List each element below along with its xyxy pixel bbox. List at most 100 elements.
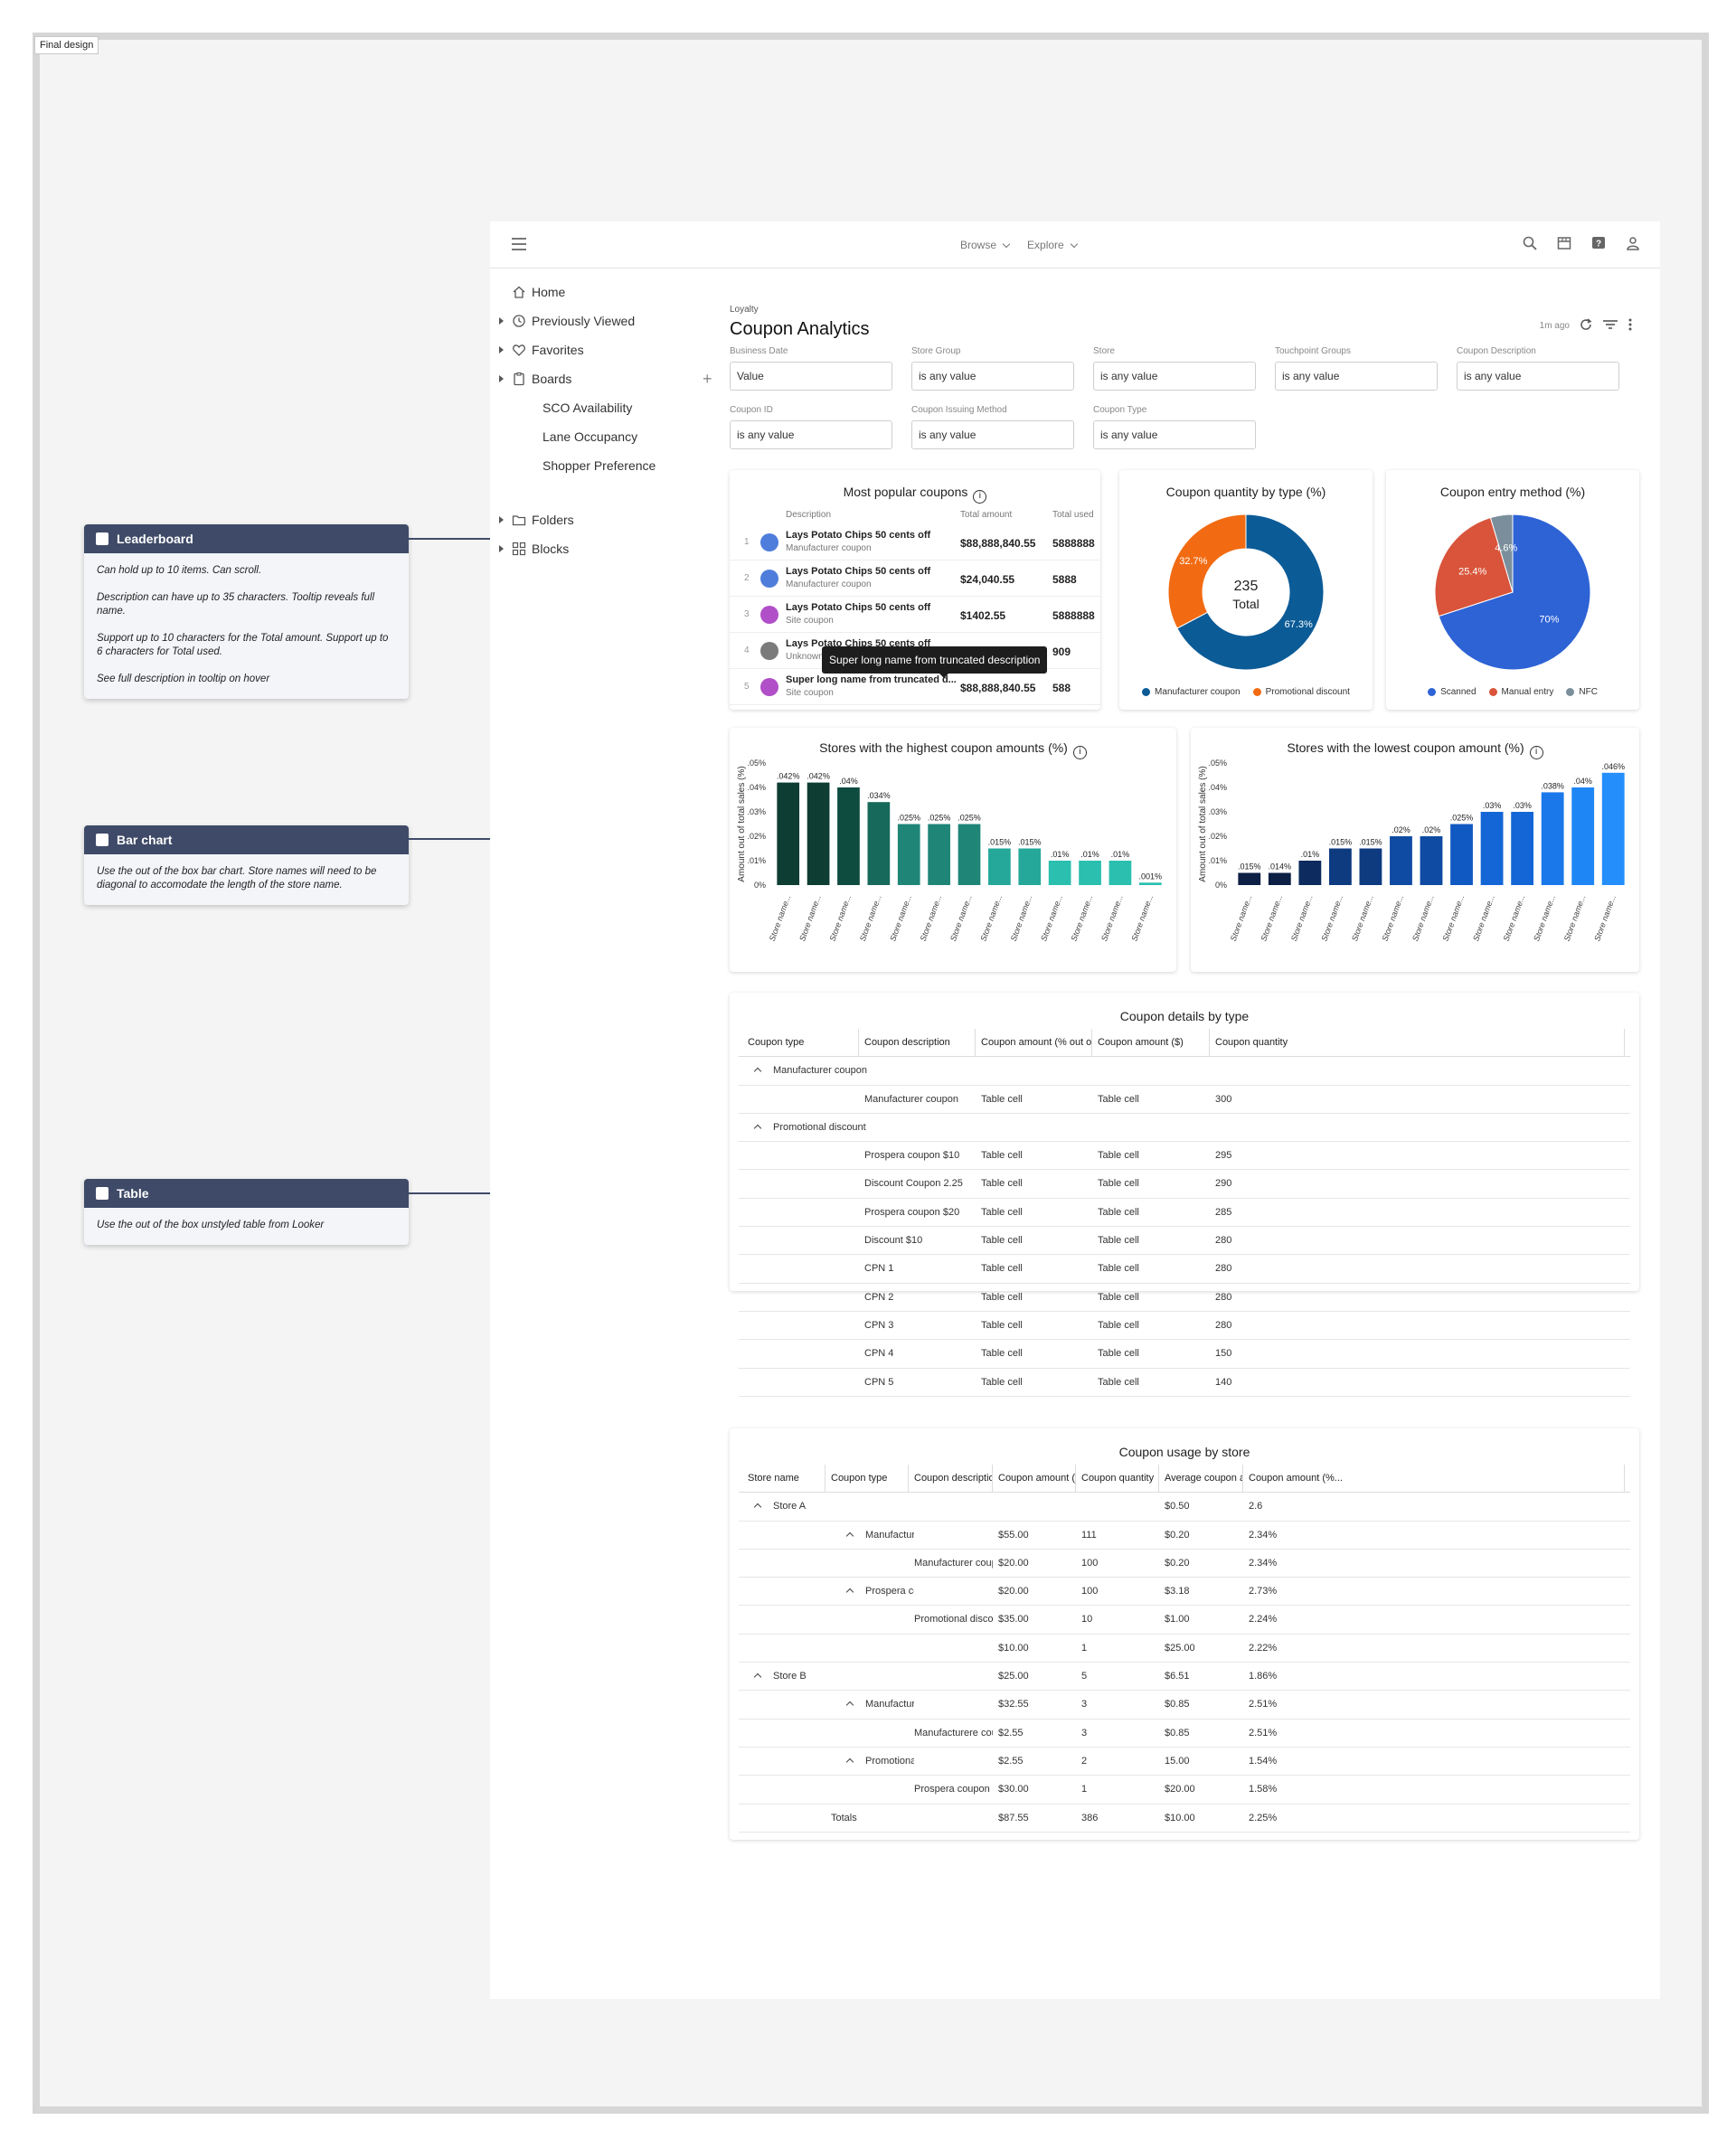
column-header[interactable]: Coupon amount ($) [998,1465,1076,1493]
chevron-up-icon[interactable] [845,1701,854,1710]
bar[interactable] [1079,861,1101,885]
search-icon[interactable] [1521,234,1539,252]
bar[interactable] [1511,812,1534,885]
pie-slice-scanned[interactable] [1438,514,1591,671]
leaderboard-row[interactable]: 2 Lays Potato Chips 50 cents off Manufactu… [730,561,1100,597]
help-icon[interactable]: ? [1590,234,1608,252]
bar[interactable] [837,787,860,885]
legend-item[interactable]: Manual entry [1488,687,1553,697]
info-icon[interactable]: i [1072,746,1087,759]
bar[interactable] [1328,848,1352,886]
bar[interactable] [1390,836,1412,885]
group-toggle[interactable]: Manufacturer coupon [831,1691,914,1718]
pie-slice-manufacturer-coupon[interactable] [1176,514,1325,671]
user-icon[interactable] [1624,234,1642,252]
group-toggle[interactable]: Manufacturer coupon [739,1057,867,1084]
leaderboard-row[interactable]: 5 Super long name from truncated d... Site… [730,669,1100,705]
chevron-up-icon[interactable] [753,1673,762,1682]
info-icon[interactable]: i [973,490,987,504]
bar[interactable] [1601,772,1625,885]
pie-slice-nfc[interactable] [1489,514,1514,593]
chevron-up-icon[interactable] [845,1531,854,1540]
bar[interactable] [1138,882,1162,885]
filter-input[interactable]: is any value [1457,362,1619,391]
bar[interactable] [867,802,891,885]
chevron-up-icon[interactable] [753,1124,762,1133]
bar[interactable] [1109,861,1132,885]
column-header[interactable]: Average coupon a... [1165,1465,1243,1493]
leaderboard-row[interactable]: 1 Lays Potato Chips 50 cents off Manufactu… [730,524,1100,561]
column-header[interactable]: Coupon amount ($) [1098,1029,1210,1057]
legend-item[interactable]: Scanned [1428,687,1477,697]
store-icon[interactable] [1555,234,1573,252]
group-toggle[interactable]: Promotional discount [739,1114,866,1141]
sidebar-item-sco-availability[interactable]: SCO Availability [490,393,725,422]
column-header[interactable]: Coupon amount (%... [1249,1465,1625,1493]
column-header[interactable]: Coupon quantity [1081,1465,1159,1493]
add-board-icon[interactable]: + [703,369,712,388]
bar[interactable] [1541,792,1564,885]
column-header[interactable]: Coupon description [914,1465,993,1493]
bar[interactable] [928,824,950,886]
filter-icon[interactable] [1602,317,1618,335]
bar[interactable] [1359,848,1382,886]
legend-item[interactable]: Manufacturer coupon [1142,687,1241,697]
filter-input[interactable]: is any value [730,420,892,449]
bar[interactable] [1048,861,1071,885]
column-header[interactable]: Coupon amount (% out of all s... [981,1029,1092,1057]
column-header[interactable]: Coupon type [831,1465,909,1493]
chevron-up-icon[interactable] [753,1068,762,1076]
bar[interactable] [897,824,920,886]
sidebar-item-lane-occupancy[interactable]: Lane Occupancy [490,422,725,451]
bar[interactable] [777,782,800,885]
sidebar-item-blocks[interactable]: Blocks [490,534,725,563]
column-header[interactable]: Coupon quantity [1215,1029,1625,1057]
explore-menu[interactable]: Explore [1027,239,1078,251]
caret-right-icon[interactable] [499,317,504,325]
coupon-name[interactable]: Super long name from truncated d... [786,674,957,685]
coupon-name[interactable]: Lays Potato Chips 50 cents off [786,602,931,613]
more-options-icon[interactable] [1628,317,1633,335]
filter-input[interactable]: is any value [1093,420,1256,449]
sidebar-item-favorites[interactable]: Favorites [490,335,725,364]
group-toggle[interactable]: Prospera coupon [831,1578,914,1605]
filter-input[interactable]: Value [730,362,892,391]
caret-right-icon[interactable] [499,346,504,353]
bar[interactable] [988,848,1011,886]
group-toggle[interactable]: Promotional discount [831,1748,914,1775]
group-toggle[interactable]: Manufacturer coupon [831,1522,914,1549]
pie-slice-manual-entry[interactable] [1434,516,1514,617]
filter-input[interactable]: is any value [911,362,1074,391]
filter-input[interactable]: is any value [911,420,1074,449]
column-header[interactable]: Store name [748,1465,826,1493]
chevron-up-icon[interactable] [753,1503,762,1512]
bar[interactable] [958,824,981,886]
column-header[interactable]: Coupon type [748,1029,859,1057]
legend-item[interactable]: NFC [1566,687,1598,697]
caret-right-icon[interactable] [499,375,504,382]
browse-menu[interactable]: Browse [960,239,1011,251]
caret-right-icon[interactable] [499,516,504,523]
legend-item[interactable]: Promotional discount [1252,687,1350,697]
leaderboard-row[interactable]: 3 Lays Potato Chips 50 cents off Site coup… [730,597,1100,633]
bar[interactable] [1268,872,1291,886]
filter-input[interactable]: is any value [1093,362,1256,391]
bar[interactable] [1480,812,1504,885]
column-header[interactable]: Coupon description [864,1029,976,1057]
group-toggle[interactable]: Store A [739,1493,806,1520]
bar[interactable] [1018,848,1042,886]
bar[interactable] [1450,824,1473,886]
bar[interactable] [1238,872,1261,886]
bar[interactable] [807,782,830,885]
menu-icon[interactable] [512,238,526,250]
bar[interactable] [1298,861,1322,885]
sidebar-item-previously-viewed[interactable]: Previously Viewed [490,306,725,335]
sidebar-item-boards[interactable]: Boards + [490,364,725,393]
chevron-up-icon[interactable] [845,1757,854,1767]
sidebar-item-home[interactable]: Home [490,278,725,306]
coupon-name[interactable]: Lays Potato Chips 50 cents off [786,566,931,577]
info-icon[interactable]: i [1529,746,1543,759]
refresh-icon[interactable] [1579,317,1593,335]
caret-right-icon[interactable] [499,545,504,552]
group-toggle[interactable]: Store B [739,1663,807,1690]
